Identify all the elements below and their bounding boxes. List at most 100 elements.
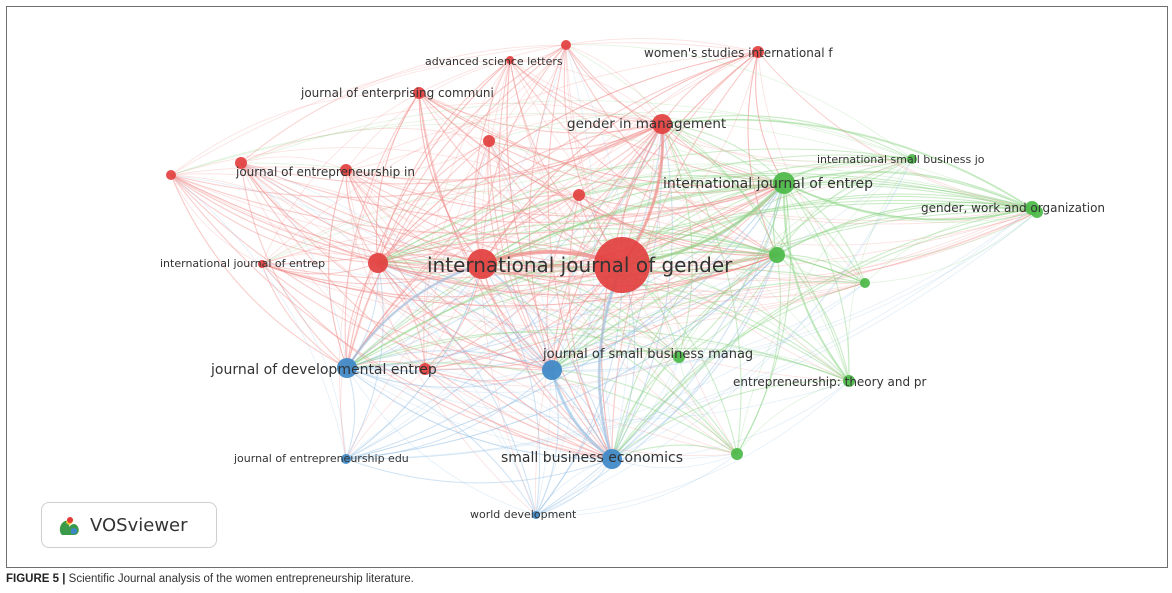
network-edge (377, 262, 613, 460)
network-edge (261, 231, 623, 266)
journal-node[interactable] (731, 448, 743, 460)
network-edge (377, 174, 1038, 264)
network-edge (776, 211, 1038, 263)
network-edge (170, 147, 580, 196)
network-edge (424, 123, 663, 370)
network-edge (377, 262, 426, 370)
network-edge (611, 380, 850, 460)
network-edge (345, 182, 785, 460)
journal-node[interactable] (483, 135, 495, 147)
journal-node-jsbm[interactable] (542, 360, 562, 380)
journal-label-gwo: gender, work and organization (921, 201, 1105, 215)
journal-node[interactable] (561, 40, 571, 50)
network-edge (345, 169, 850, 382)
network-edge (345, 169, 553, 371)
network-edge (551, 280, 866, 371)
network-edge (783, 182, 866, 284)
network-edge (261, 243, 483, 265)
network-edge (776, 201, 1033, 256)
journal-node[interactable] (769, 247, 785, 263)
network-edge (481, 211, 1038, 292)
journal-node-ijg[interactable] (594, 237, 650, 293)
network-edge (377, 262, 553, 371)
network-edge (611, 158, 913, 460)
network-edge (418, 92, 785, 187)
journal-label-ijer: international journal of entrep (160, 257, 325, 270)
network-edge (535, 182, 785, 516)
network-edge (345, 169, 613, 460)
network-edge (346, 251, 778, 369)
network-edge (345, 263, 483, 460)
network-edge (578, 194, 778, 256)
journal-node[interactable] (673, 351, 685, 363)
network-edge (568, 194, 613, 460)
journal-node-wd[interactable] (532, 511, 540, 519)
journal-node-etp[interactable] (843, 375, 855, 387)
network-edge (661, 123, 913, 168)
network-edge (170, 174, 263, 265)
network-edge (578, 182, 785, 209)
network-edge (377, 262, 866, 318)
network-edge (418, 92, 483, 265)
journal-node[interactable] (235, 157, 247, 169)
network-edge (535, 369, 559, 516)
network-edge (481, 263, 680, 358)
network-edge (509, 59, 785, 184)
network-edge (346, 123, 663, 369)
network-edge (261, 163, 1033, 265)
network-edge (488, 140, 680, 358)
network-edge (481, 263, 866, 309)
network-edge (418, 38, 759, 94)
network-edge (345, 169, 680, 358)
network-edge (551, 182, 785, 371)
network-edge (377, 262, 537, 516)
journal-node[interactable] (258, 260, 266, 268)
network-edge (481, 123, 663, 265)
journal-node-sbe[interactable] (602, 449, 622, 469)
network-edge (240, 162, 785, 223)
journal-node-jec[interactable] (413, 87, 425, 99)
network-edge (170, 166, 623, 266)
journal-node[interactable] (467, 249, 497, 279)
network-edge (621, 264, 866, 298)
network-edge (377, 148, 913, 264)
network-edge (747, 51, 778, 256)
network-edge (661, 123, 850, 382)
journal-node[interactable] (419, 363, 431, 375)
journal-node-jde[interactable] (337, 358, 357, 378)
network-edge (551, 211, 1038, 371)
network-edge (611, 380, 850, 460)
network-edge (547, 44, 613, 460)
journal-node-gwo[interactable] (1025, 201, 1039, 215)
network-edge (377, 44, 567, 264)
network-edge (345, 264, 623, 460)
network-edge (481, 232, 778, 265)
network-edge (377, 182, 785, 271)
network-edge (481, 51, 759, 265)
network-edge (170, 173, 483, 265)
network-edge (240, 162, 613, 460)
journal-node[interactable] (166, 170, 176, 180)
journal-node-asl[interactable] (506, 56, 514, 64)
journal-node[interactable] (860, 278, 870, 288)
network-edge (474, 59, 511, 265)
journal-node-jee[interactable] (341, 454, 351, 464)
network-edge (261, 262, 379, 275)
network-edge (661, 119, 1038, 213)
journal-node-ijer[interactable] (368, 253, 388, 273)
network-edge (418, 92, 1038, 225)
network-edge (736, 380, 850, 455)
network-edge (240, 162, 850, 382)
network-edge (578, 160, 1033, 209)
vosviewer-logo-icon (59, 517, 79, 535)
network-edge (240, 162, 680, 358)
network-edge (424, 336, 850, 382)
journal-node[interactable] (573, 189, 585, 201)
network-edge (346, 331, 680, 369)
network-edge (736, 158, 913, 455)
journal-node-jei[interactable] (340, 164, 352, 176)
journal-node-isbj[interactable] (907, 154, 917, 164)
journal-node-gim[interactable] (652, 114, 672, 134)
journal-node-ijeg[interactable] (773, 172, 795, 194)
journal-node-wsi[interactable] (752, 46, 764, 58)
